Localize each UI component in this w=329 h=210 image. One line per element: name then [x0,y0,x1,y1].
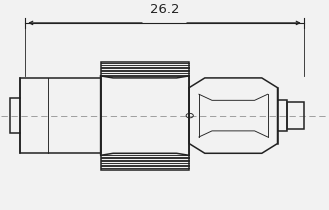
Bar [101,62,189,170]
Bar [278,100,287,131]
Text: 26.2: 26.2 [150,3,179,16]
Bar [287,102,304,129]
Bar [10,98,20,133]
Bar [20,78,101,153]
